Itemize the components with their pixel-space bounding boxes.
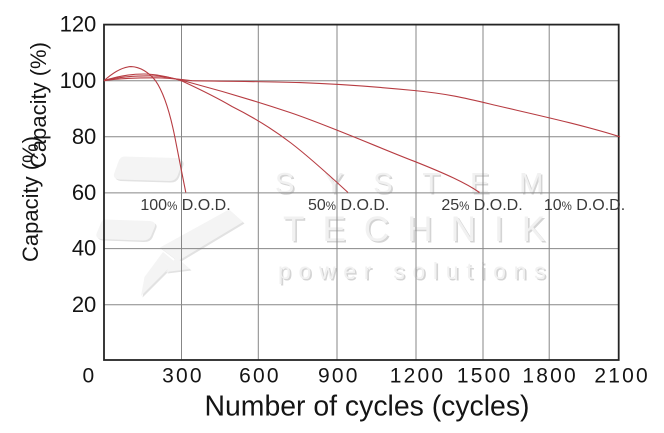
- svg-text:power solutions: power solutions: [278, 258, 553, 284]
- svg-text:300: 300: [162, 365, 204, 388]
- svg-text:SYSTEM: SYSTEM: [277, 170, 575, 202]
- svg-text:Number of cycles (cycles): Number of cycles (cycles): [205, 391, 530, 423]
- svg-text:TECHNIK: TECHNIK: [283, 210, 563, 249]
- svg-text:20: 20: [72, 292, 96, 317]
- svg-text:1200: 1200: [390, 365, 446, 388]
- svg-text:80: 80: [72, 124, 96, 149]
- svg-text:SYSTEM: SYSTEM: [275, 168, 573, 200]
- svg-text:600: 600: [239, 365, 281, 388]
- svg-text:100% D.O.D.: 100% D.O.D.: [140, 197, 230, 214]
- svg-text:0: 0: [82, 365, 96, 388]
- svg-text:2100: 2100: [594, 365, 650, 388]
- svg-text:120: 120: [60, 12, 97, 37]
- svg-text:10% D.O.D.: 10% D.O.D.: [544, 197, 625, 214]
- svg-text:Capacity (%): Capacity (%): [18, 136, 43, 262]
- svg-text:60: 60: [72, 180, 96, 205]
- svg-text:25% D.O.D.: 25% D.O.D.: [441, 197, 522, 214]
- svg-text:power solutions: power solutions: [280, 260, 555, 286]
- svg-text:100: 100: [60, 68, 97, 93]
- svg-text:900: 900: [318, 365, 360, 388]
- svg-text:1500: 1500: [457, 365, 513, 388]
- svg-text:Capacity (%): Capacity (%): [26, 42, 51, 168]
- svg-text:40: 40: [72, 236, 96, 261]
- svg-text:1800: 1800: [522, 365, 578, 388]
- svg-text:50% D.O.D.: 50% D.O.D.: [308, 197, 389, 214]
